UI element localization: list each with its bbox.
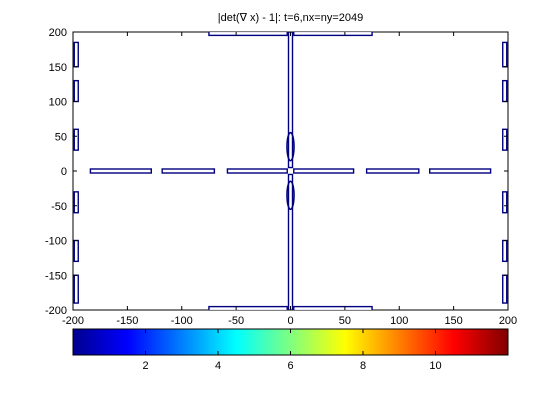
segment-band <box>208 32 288 37</box>
segment-band <box>365 168 420 174</box>
series-segment <box>73 274 79 304</box>
y-tick-label: 50 <box>55 131 67 143</box>
series-segment <box>293 168 355 174</box>
series-segment <box>73 128 79 151</box>
series-segment <box>73 41 79 68</box>
segment-band <box>89 168 153 174</box>
segment-band <box>293 305 373 310</box>
segment-band <box>429 168 492 174</box>
segment-band <box>208 305 288 310</box>
series-segment <box>365 168 420 174</box>
x-tick-label: 50 <box>339 315 351 327</box>
colorbar-axis: 2 4 6 8 10 <box>142 329 442 372</box>
segment-band <box>73 191 79 214</box>
segment-band <box>287 32 294 169</box>
series-segment <box>73 79 79 103</box>
series-segment <box>502 274 508 304</box>
y-axis: 200 150 100 50 0 -50 -100 -150 -200 <box>45 27 508 317</box>
colorbar-tick-label: 8 <box>360 360 366 372</box>
segment-band <box>73 41 79 68</box>
segment-band <box>502 79 508 103</box>
x-tick-label: 0 <box>287 315 293 327</box>
segment-band <box>502 41 508 68</box>
series-segment <box>502 79 508 103</box>
segment-band <box>287 173 294 310</box>
segment-band <box>73 79 79 103</box>
y-tick-label: 200 <box>49 27 67 39</box>
series-segment <box>161 168 216 174</box>
y-tick-label: -50 <box>51 201 67 213</box>
segment-band <box>161 168 216 174</box>
series-segment <box>429 168 492 174</box>
colorbar-tick-label: 6 <box>287 360 293 372</box>
y-tick-label: 100 <box>49 97 67 109</box>
series-segment <box>73 191 79 214</box>
segment-band <box>226 168 288 174</box>
x-tick-label: 150 <box>444 315 462 327</box>
segment-band <box>502 239 508 263</box>
x-tick-label: -100 <box>171 315 193 327</box>
series-segment <box>226 168 288 174</box>
x-axis: -200 -150 -100 -50 0 50 100 150 200 <box>62 32 517 327</box>
data-layer <box>73 32 508 310</box>
segment-band <box>293 168 355 174</box>
series-segment <box>293 305 373 310</box>
series-segment <box>293 32 373 37</box>
y-tick-label: 150 <box>49 62 67 74</box>
chart-title: |det(∇ x) - 1|: t=6,nx=ny=2049 <box>218 12 363 24</box>
x-tick-label: 100 <box>390 315 408 327</box>
y-tick-label: -100 <box>45 236 67 248</box>
x-tick-label: -200 <box>62 315 84 327</box>
segment-band <box>73 128 79 151</box>
colorbar-tick-label: 10 <box>429 360 441 372</box>
series-segment <box>287 173 294 310</box>
colorbar-tick-label: 2 <box>142 360 148 372</box>
series-loop <box>286 131 295 162</box>
series-segment <box>208 32 288 37</box>
colorbar <box>72 328 509 356</box>
colorbar-tick-label: 4 <box>215 360 221 372</box>
series-segment <box>89 168 153 174</box>
y-tick-label: 0 <box>61 166 67 178</box>
y-tick-label: -150 <box>45 270 67 282</box>
series-segment <box>502 128 508 151</box>
series-segment <box>287 32 294 169</box>
x-tick-label: 200 <box>499 315 517 327</box>
series-segment <box>502 41 508 68</box>
segment-band <box>502 128 508 151</box>
x-tick-label: -50 <box>228 315 244 327</box>
segment-band <box>502 191 508 214</box>
segment-band <box>293 32 373 37</box>
series-segment <box>208 305 288 310</box>
series-segment <box>73 239 79 263</box>
series-segment <box>502 191 508 214</box>
y-tick-label: -200 <box>45 305 67 317</box>
x-tick-label: -150 <box>116 315 138 327</box>
series-loop <box>286 180 295 211</box>
series-segment <box>502 239 508 263</box>
segment-band <box>502 274 508 304</box>
segment-band <box>73 239 79 263</box>
segment-band <box>73 274 79 304</box>
